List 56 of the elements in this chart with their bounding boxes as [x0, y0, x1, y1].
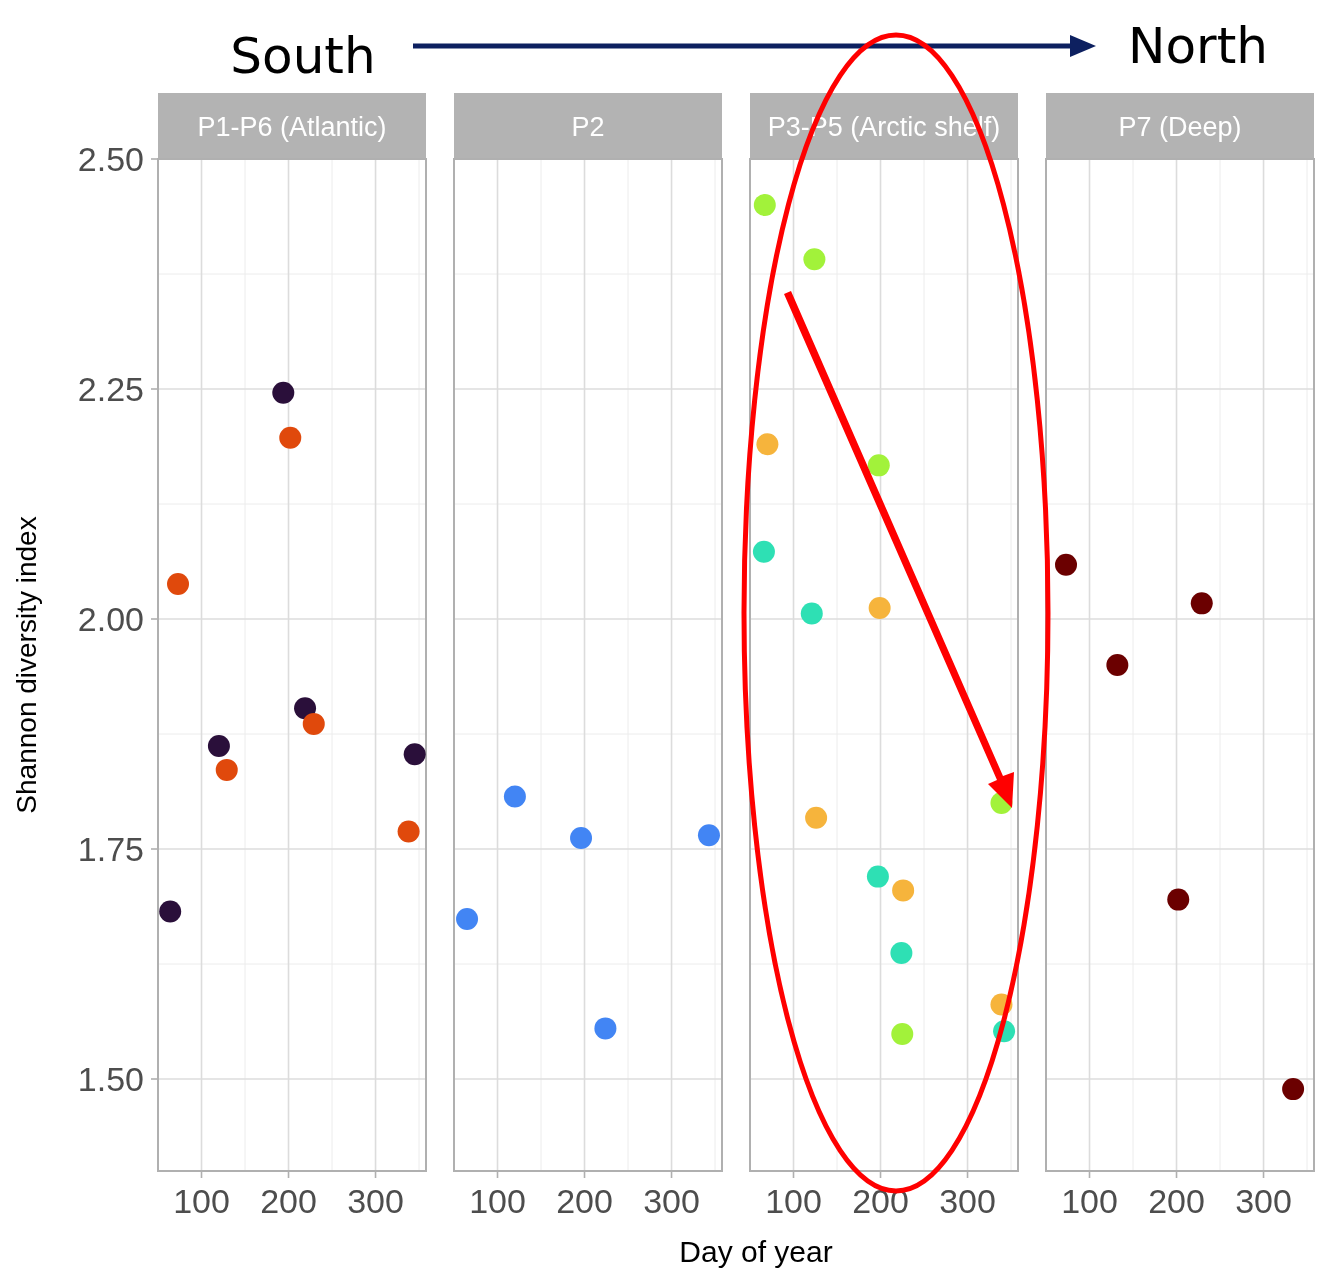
x-tick-label: 200: [852, 1182, 909, 1220]
text: North: [1128, 17, 1268, 75]
x-axis-title: Day of year: [679, 1235, 833, 1268]
point: [867, 454, 890, 477]
text: South: [230, 27, 376, 85]
y-tick-label: 1.50: [77, 1060, 144, 1098]
point: [800, 602, 823, 625]
point: [1190, 592, 1213, 615]
point: [397, 820, 420, 843]
point: [756, 433, 779, 456]
point: [279, 426, 302, 449]
point: [753, 194, 776, 216]
y-tick-label: 2.00: [77, 600, 144, 638]
point: [403, 743, 426, 766]
chart-title: P7 (Deep): [1118, 112, 1242, 142]
point: [159, 900, 182, 923]
y-tick-label: 2.50: [77, 140, 144, 178]
y-tick-label: 1.75: [77, 830, 144, 868]
point: [207, 734, 230, 757]
point: [302, 712, 325, 735]
point: [1167, 888, 1190, 911]
point: [503, 785, 526, 808]
x-tick-label: 200: [260, 1182, 317, 1220]
point: [1282, 1078, 1305, 1101]
point: [752, 540, 775, 563]
point: [272, 381, 295, 404]
x-tick-label: 300: [347, 1182, 404, 1220]
point: [697, 824, 720, 847]
point: [570, 826, 593, 849]
point: [892, 879, 915, 902]
chart-title: P2: [571, 112, 605, 142]
point: [891, 1022, 914, 1045]
x-tick-label: 300: [1235, 1182, 1292, 1220]
x-tick-label: 100: [469, 1182, 526, 1220]
y-tick-label: 2.25: [77, 370, 144, 408]
point: [866, 865, 889, 888]
x-tick-label: 100: [173, 1182, 230, 1220]
point: [803, 248, 826, 271]
point: [456, 907, 479, 930]
chart-title: P1-P6 (Atlantic): [197, 112, 387, 142]
point: [890, 941, 913, 964]
x-tick-label: 200: [1148, 1182, 1205, 1220]
x-tick-label: 100: [765, 1182, 822, 1220]
x-tick-label: 300: [643, 1182, 700, 1220]
point: [594, 1017, 617, 1040]
x-tick-label: 200: [556, 1182, 613, 1220]
point: [215, 758, 238, 781]
y-axis-title: Shannon diversity index: [11, 516, 42, 814]
point: [294, 697, 317, 720]
x-tick-label: 300: [939, 1182, 996, 1220]
x-tick-label: 100: [1061, 1182, 1118, 1220]
point: [167, 573, 190, 596]
point: [805, 806, 828, 829]
point: [868, 596, 891, 619]
point: [1055, 553, 1078, 576]
point: [1106, 654, 1129, 676]
